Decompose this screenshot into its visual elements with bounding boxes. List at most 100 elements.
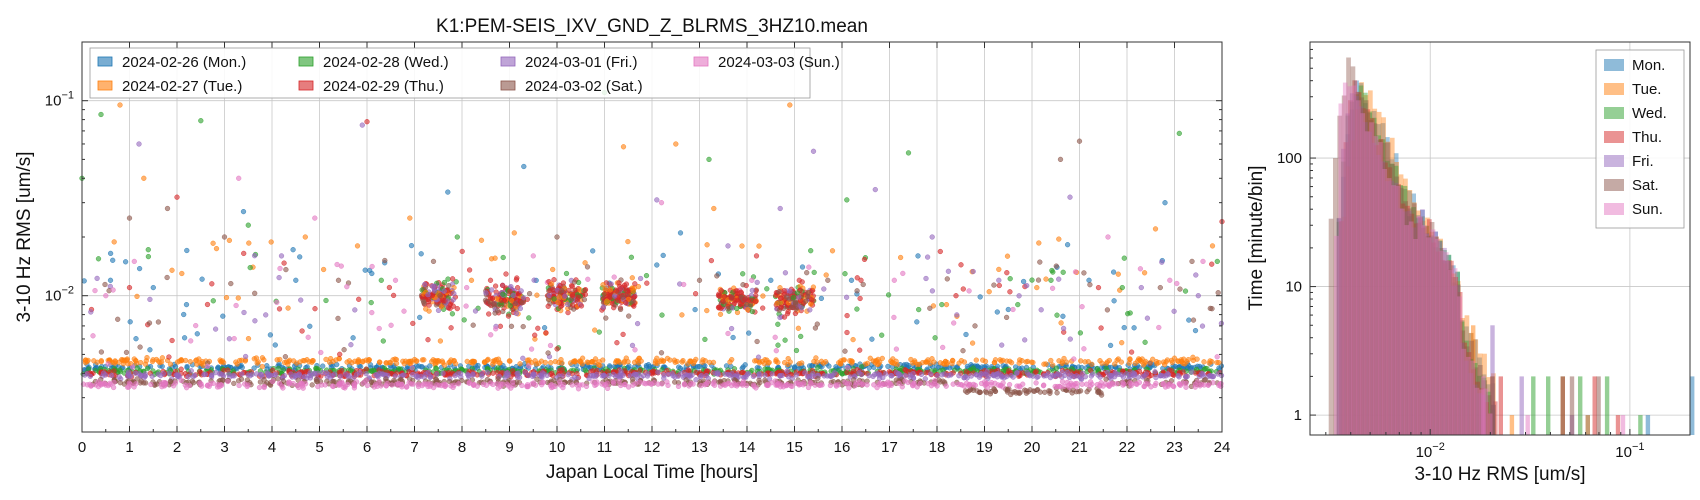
burst-point	[788, 304, 795, 310]
baseline-point	[330, 378, 336, 385]
outlier-point	[126, 284, 133, 291]
elevated-point	[241, 250, 247, 257]
elevated-point	[488, 332, 494, 338]
baseline-point	[1001, 375, 1007, 381]
elevated-point	[408, 242, 415, 249]
baseline-point	[1192, 381, 1199, 387]
elevated-point	[463, 303, 469, 309]
baseline-point	[688, 358, 694, 364]
elevated-point	[746, 330, 752, 336]
baseline-point	[482, 359, 488, 365]
burst-point	[604, 298, 610, 304]
elevated-point	[181, 311, 187, 318]
baseline-point	[583, 383, 590, 390]
baseline-point	[640, 372, 647, 379]
baseline-point	[471, 358, 478, 365]
baseline-point	[420, 381, 427, 387]
histogram-bar	[1364, 131, 1370, 436]
elevated-point	[1035, 277, 1042, 283]
elevated-point	[795, 325, 802, 331]
elevated-point	[654, 262, 660, 268]
histogram-bar	[1417, 215, 1423, 435]
outlier-point	[179, 270, 185, 277]
elevated-point	[991, 282, 997, 288]
elevated-point	[937, 248, 943, 255]
hist-legend-swatch	[1604, 131, 1624, 143]
burst-point	[776, 289, 782, 295]
elevated-point	[628, 254, 635, 260]
baseline-point	[376, 378, 382, 384]
burst-point	[734, 305, 740, 312]
baseline-point	[330, 358, 336, 365]
baseline-point	[1176, 374, 1182, 380]
baseline-point	[429, 358, 435, 365]
elevated-point	[893, 346, 900, 352]
elevated-point	[869, 336, 875, 342]
baseline-point	[698, 382, 704, 389]
baseline-point	[1185, 356, 1192, 363]
x-tick-label: 10	[549, 439, 566, 456]
elevated-point	[341, 347, 347, 353]
baseline-point	[508, 385, 514, 391]
baseline-point	[111, 379, 117, 386]
baseline-point	[1097, 382, 1103, 388]
elevated-point	[277, 265, 283, 272]
elevated-point	[81, 278, 87, 284]
baseline-point	[1109, 380, 1115, 386]
outlier-point	[359, 122, 365, 128]
elevated-point	[247, 264, 253, 271]
baseline-point	[172, 380, 179, 386]
baseline-point	[1082, 359, 1088, 365]
baseline-point	[642, 381, 649, 387]
elevated-point	[1056, 236, 1062, 242]
baseline-point	[558, 356, 564, 363]
baseline-point	[374, 383, 380, 390]
baseline-point	[492, 357, 498, 364]
histogram-y-axis-label: Time [minute/bin]	[1246, 165, 1267, 310]
elevated-point	[320, 266, 327, 273]
burst-point	[745, 307, 751, 313]
baseline-point	[1143, 371, 1150, 377]
baseline-point	[871, 382, 877, 388]
baseline-point	[742, 362, 748, 368]
baseline-point	[548, 360, 554, 366]
outlier-point	[364, 119, 370, 125]
elevated-point	[592, 327, 598, 333]
elevated-point	[134, 293, 140, 300]
burst-point	[607, 287, 613, 293]
baseline-point	[849, 360, 855, 366]
elevated-point	[584, 264, 591, 270]
elevated-point	[1127, 310, 1133, 316]
baseline-point	[963, 380, 970, 386]
baseline-point	[84, 371, 90, 377]
baseline-point	[108, 372, 115, 379]
burst-point	[551, 277, 557, 283]
x-tick-label: 3	[220, 439, 228, 456]
baseline-point	[774, 382, 780, 388]
baseline-point	[593, 371, 600, 377]
elevated-point	[714, 273, 720, 279]
baseline-point	[272, 371, 279, 378]
elevated-point	[811, 269, 817, 276]
elevated-point	[110, 257, 116, 263]
elevated-point	[1016, 293, 1022, 299]
baseline-point	[870, 358, 876, 364]
baseline-point	[582, 367, 588, 373]
baseline-point	[1152, 369, 1158, 375]
outlier-point	[1186, 317, 1192, 323]
outlier-point	[844, 197, 850, 203]
baseline-point	[948, 372, 954, 378]
baseline-point	[343, 371, 349, 377]
elevated-point	[209, 281, 215, 287]
elevated-point	[115, 316, 121, 322]
baseline-point	[773, 358, 779, 365]
elevated-point	[252, 318, 258, 324]
elevated-point	[105, 361, 111, 367]
baseline-point	[661, 372, 667, 378]
baseline-point	[304, 357, 310, 363]
hist-legend-swatch	[1604, 83, 1624, 95]
elevated-point	[730, 334, 736, 341]
elevated-point	[1003, 314, 1010, 321]
outlier-point	[1157, 284, 1163, 291]
baseline-point	[1131, 370, 1137, 377]
